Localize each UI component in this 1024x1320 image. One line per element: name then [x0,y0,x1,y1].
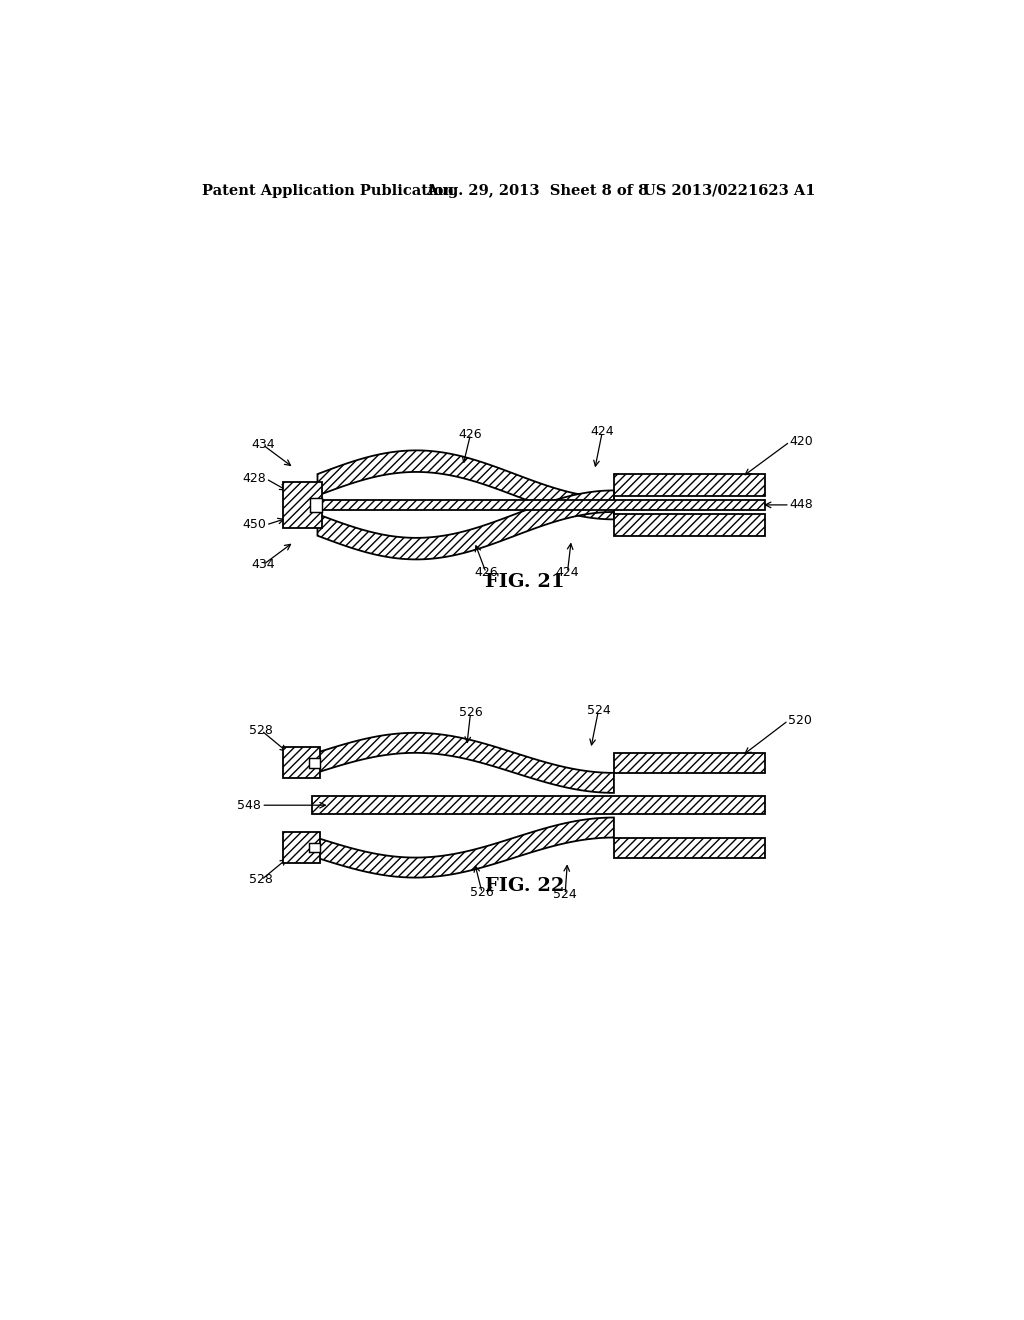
Text: Patent Application Publication: Patent Application Publication [202,183,454,198]
Bar [313,499,765,511]
Bar [309,842,321,853]
Text: FIG. 21: FIG. 21 [485,573,564,591]
Text: 524: 524 [587,704,610,717]
Text: 450: 450 [242,519,266,532]
Text: 548: 548 [238,799,261,812]
Text: 426: 426 [474,566,498,579]
Text: 528: 528 [250,723,273,737]
Polygon shape [317,450,614,519]
Text: 526: 526 [470,887,494,899]
Text: 526: 526 [459,706,482,719]
Polygon shape [317,491,614,560]
Bar [283,482,322,528]
Bar [283,832,321,863]
Text: FIG. 22: FIG. 22 [485,876,564,895]
Text: 428: 428 [243,473,266,486]
Bar [283,747,321,779]
Text: 528: 528 [250,874,273,887]
Polygon shape [316,817,614,878]
Text: Aug. 29, 2013  Sheet 8 of 8: Aug. 29, 2013 Sheet 8 of 8 [426,183,648,198]
Bar [310,498,322,512]
Text: US 2013/0221623 A1: US 2013/0221623 A1 [643,183,816,198]
Text: 420: 420 [790,436,814,449]
Text: 448: 448 [790,499,814,511]
Text: 424: 424 [556,566,580,579]
Bar [312,796,765,814]
Text: 434: 434 [251,438,274,451]
Bar [614,838,765,858]
Text: 524: 524 [553,888,577,902]
Text: 426: 426 [459,428,482,441]
Bar [614,752,765,774]
Text: 434: 434 [251,558,274,572]
Bar [614,474,765,496]
Bar [614,515,765,536]
Text: 424: 424 [591,425,614,438]
Bar [309,758,321,768]
Polygon shape [316,733,614,793]
Text: 520: 520 [788,714,812,727]
